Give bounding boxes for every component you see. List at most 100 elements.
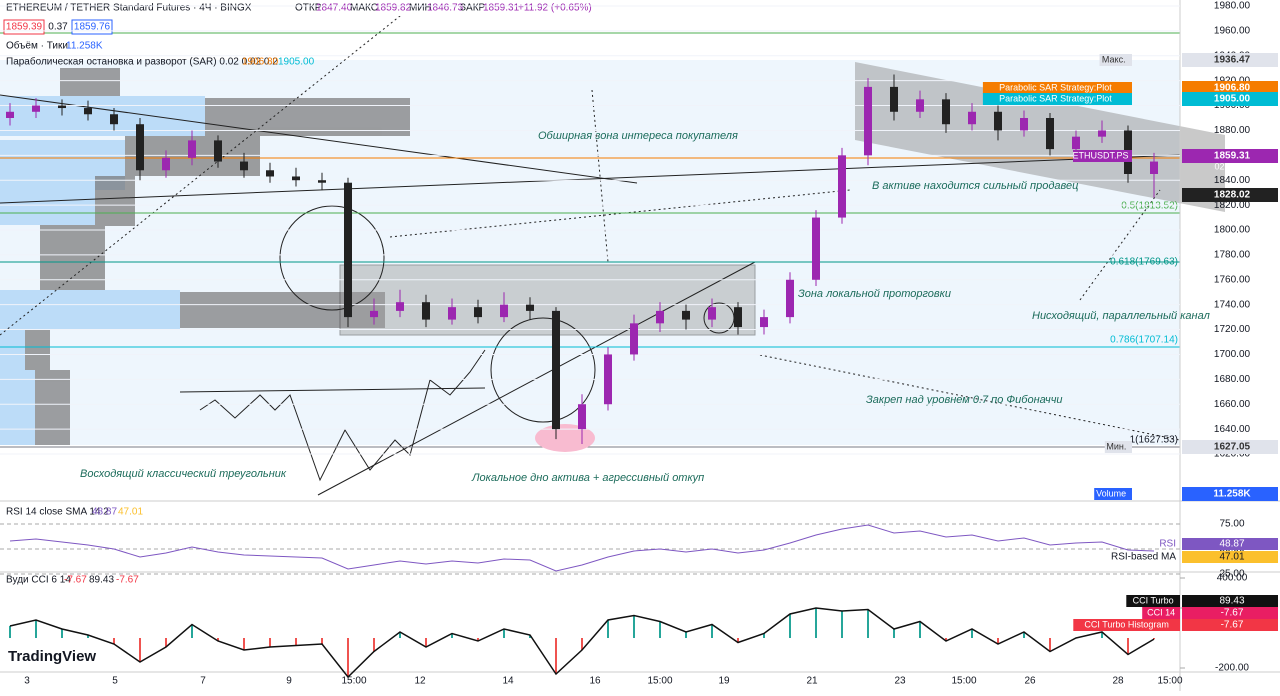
- cci-tag-name-bg: [1126, 595, 1180, 607]
- price-tag-value: 1627.05: [1214, 442, 1251, 453]
- cci-legend-value: -7.67: [64, 575, 87, 586]
- price-tag-value: 1859.31: [1214, 151, 1251, 162]
- rsi-tag-bg: [1182, 538, 1278, 550]
- time-tick-label: 3: [24, 676, 30, 687]
- candle-body: [214, 140, 222, 162]
- cci-legend-value: -7.67: [116, 575, 139, 586]
- price-tag-bg: [1182, 92, 1278, 106]
- price-tag-bg: [1182, 188, 1278, 202]
- symbol: ETHEREUM / TETHER Standard Futures · 4Ч …: [6, 3, 252, 14]
- candle-body: [1098, 130, 1106, 137]
- ohlc-value: 1846.73: [427, 3, 464, 14]
- ask[interactable]: 1859.76: [74, 22, 111, 33]
- cci-tick-label: -200.00: [1215, 663, 1249, 674]
- candle-body: [136, 124, 144, 171]
- price-tag-name: Макс.: [1102, 54, 1126, 64]
- ohlc-label: МАКС: [350, 3, 378, 14]
- price-tick-label: 1760.00: [1214, 274, 1251, 285]
- range-zone: [339, 264, 756, 336]
- candle-body: [578, 404, 586, 430]
- rsi-tick-label: 75.00: [1219, 519, 1244, 530]
- price-tick-label: 1700.00: [1214, 349, 1251, 360]
- annotation: Обширная зона интереса покупателя: [538, 130, 738, 142]
- price-tag-bg: [1182, 53, 1278, 67]
- annotation: В активе находится сильный продавец: [872, 180, 1078, 192]
- price-tag-value: 1906.80: [1214, 83, 1251, 94]
- cci-legend-value: 89.43: [89, 575, 114, 586]
- price-tag-value: 1936.47: [1214, 55, 1251, 66]
- candle-body: [84, 108, 92, 115]
- volume-profile-gray: [25, 68, 410, 445]
- header-bg: [0, 0, 600, 16]
- candle-body: [318, 180, 326, 183]
- candle-body: [162, 157, 170, 171]
- price-tick-label: 1640.00: [1214, 424, 1251, 435]
- time-tick-label: 12: [414, 676, 426, 687]
- bid[interactable]: 1859.39: [6, 22, 43, 33]
- candle-body: [916, 99, 924, 112]
- candle-body: [708, 307, 716, 320]
- candle-body: [1020, 118, 1028, 131]
- rsi-legend-value: 47.01: [118, 507, 143, 518]
- volume-legend-value: 11.258K: [66, 41, 103, 52]
- price-tag-name: Volume: [1096, 488, 1126, 498]
- fib-label: 0.618(1769.63): [1110, 257, 1178, 268]
- rsi-legend: RSI 14 close SMA 14 2: [6, 507, 109, 518]
- cci-tag-name: CCI Turbo Histogram: [1084, 619, 1169, 629]
- price-tag-name-bg: [1073, 150, 1132, 162]
- annotation: Нисходящий, параллельный канал: [1032, 310, 1210, 322]
- sar-legend: Параболическая остановка и разворот (SAR…: [6, 56, 278, 68]
- time-tick-label: 21: [806, 676, 818, 687]
- candle-body: [292, 176, 300, 181]
- candle-body: [1150, 161, 1158, 174]
- candle-body: [786, 279, 794, 318]
- candle-body: [812, 217, 820, 280]
- annotation: Восходящий классический треугольник: [80, 468, 287, 480]
- time-tick-label: 15:00: [647, 676, 672, 687]
- time-tick-label: 15:00: [341, 676, 366, 687]
- price-tick-label: 1680.00: [1214, 374, 1251, 385]
- price-tick-label: 1740.00: [1214, 299, 1251, 310]
- cci-tag-bg: [1182, 619, 1278, 631]
- time-tick-label: 19: [718, 676, 730, 687]
- candle-body: [760, 317, 768, 328]
- annotation: Локальное дно актива + агрессивный откуп: [471, 472, 704, 484]
- cci-tag-name-bg: [1142, 607, 1180, 619]
- price-tag-name-bg: [1099, 54, 1132, 66]
- price-tick-label: 1800.00: [1214, 225, 1251, 236]
- price-tag-bg: [1182, 149, 1278, 163]
- cci-tag-value: 89.43: [1219, 596, 1244, 607]
- cci-tag-name-bg: [1073, 619, 1180, 631]
- rsi-legend-value: 48.87: [92, 507, 117, 518]
- fib-label: 1(1627.53): [1130, 435, 1178, 446]
- candle-body: [1046, 118, 1054, 150]
- candle-body: [344, 182, 352, 318]
- annotation: Зона локальной проторговки: [798, 288, 951, 300]
- time-tick-label: 15:00: [951, 676, 976, 687]
- candle-body: [474, 307, 482, 318]
- time-tick-label: 9: [286, 676, 292, 687]
- candle-body: [266, 170, 274, 177]
- time-tick-label: 5: [112, 676, 118, 687]
- candle-body: [370, 310, 378, 318]
- price-tag-name-bg: [1094, 488, 1132, 500]
- spread: 0.37: [48, 22, 68, 33]
- bottom-marker: [535, 424, 595, 452]
- candle-body: [188, 140, 196, 158]
- candle-body: [682, 310, 690, 320]
- fib-label: 0.786(1707.14): [1110, 335, 1178, 346]
- price-tick-label: 1920.00: [1214, 75, 1251, 86]
- candle-body: [422, 302, 430, 320]
- countdown: 02:06:28: [1214, 161, 1249, 171]
- time-tick-label: 16: [589, 676, 601, 687]
- price-tick-label: 1620.00: [1214, 449, 1251, 460]
- candle-body: [552, 310, 560, 430]
- ohlc-value: 1847.40: [316, 3, 353, 14]
- candle-body: [526, 304, 534, 311]
- price-tag-bg: [1182, 440, 1278, 454]
- rsi-ma-tag-bg: [1182, 551, 1278, 563]
- time-tick-label: 26: [1024, 676, 1036, 687]
- rsi-line: [9, 524, 1155, 572]
- candle-body: [58, 105, 66, 109]
